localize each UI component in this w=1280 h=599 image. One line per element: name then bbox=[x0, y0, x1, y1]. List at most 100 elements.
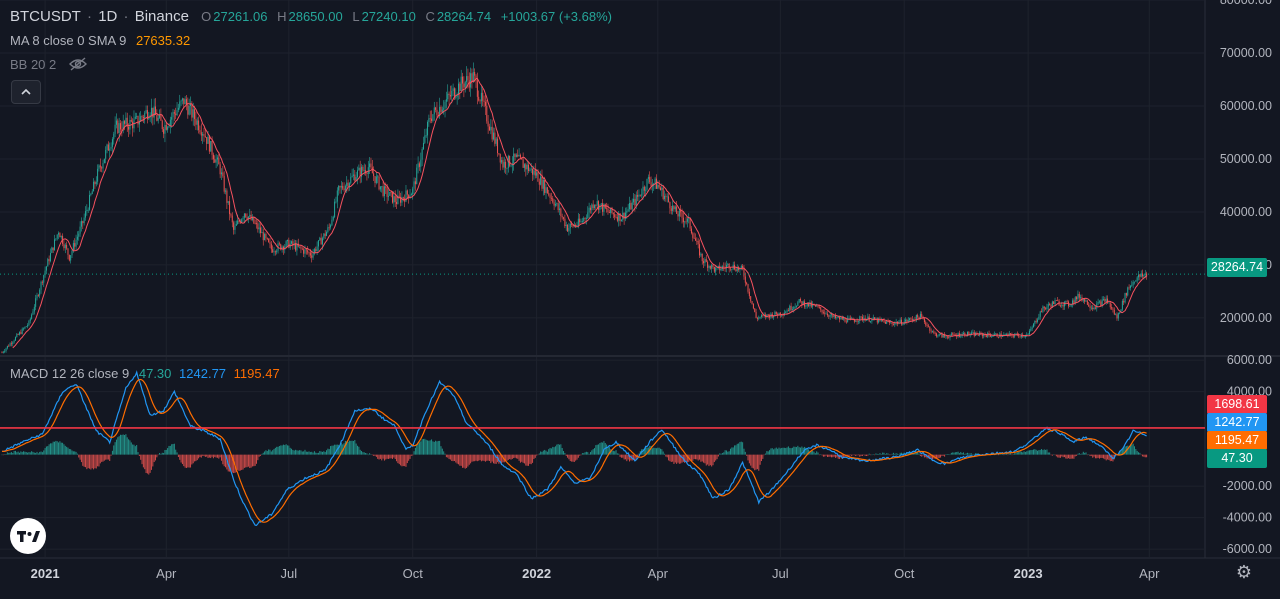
candle-body bbox=[393, 196, 395, 203]
candle-body bbox=[164, 124, 166, 134]
candle-body bbox=[233, 222, 235, 230]
candle-body bbox=[79, 226, 81, 234]
macd-histogram-bar bbox=[207, 454, 209, 459]
macd-histogram-bar bbox=[930, 454, 932, 459]
macd-histogram-bar bbox=[393, 454, 395, 458]
macd-histogram-bar bbox=[627, 454, 629, 460]
macd-histogram-bar bbox=[351, 440, 353, 455]
candle-body bbox=[416, 167, 418, 185]
candle-body bbox=[327, 227, 329, 233]
macd-histogram-bar bbox=[822, 454, 824, 457]
candle-body bbox=[334, 201, 336, 217]
macd-histogram-bar bbox=[191, 454, 193, 465]
price-pane[interactable] bbox=[0, 62, 1205, 354]
macd-histogram-bar bbox=[962, 452, 964, 455]
macd-histogram-bar bbox=[409, 454, 411, 459]
tradingview-logo-icon[interactable] bbox=[10, 518, 46, 554]
candle-body bbox=[701, 253, 703, 262]
macd-histogram-bar bbox=[247, 454, 249, 467]
candle-body bbox=[930, 330, 932, 332]
collapse-legend-button[interactable] bbox=[11, 80, 41, 104]
candle-body bbox=[890, 322, 892, 324]
macd-histogram-bar bbox=[1028, 450, 1030, 455]
macd-histogram-bar bbox=[668, 454, 670, 461]
gear-icon[interactable]: ⚙ bbox=[1235, 562, 1253, 582]
macd-histogram-bar bbox=[404, 454, 406, 467]
macd-histogram-bar bbox=[405, 454, 407, 467]
candle-body bbox=[633, 198, 635, 203]
candle-body bbox=[639, 194, 641, 196]
macd-histogram-bar bbox=[1105, 454, 1107, 461]
macd-histogram-bar bbox=[295, 449, 297, 455]
candle-body bbox=[390, 192, 392, 193]
macd-histogram-bar bbox=[1101, 454, 1103, 458]
macd-histogram-bar bbox=[1024, 451, 1026, 455]
macd-histogram-bar bbox=[810, 451, 812, 455]
macd-histogram-bar bbox=[397, 454, 399, 464]
macd-histogram-bar bbox=[183, 454, 185, 467]
candle-body bbox=[440, 106, 442, 113]
macd-histogram-bar bbox=[490, 454, 492, 464]
candle-body bbox=[964, 332, 966, 336]
macd-histogram-bar bbox=[67, 447, 69, 455]
macd-histogram-bar bbox=[583, 453, 585, 455]
eye-hidden-icon[interactable] bbox=[68, 57, 88, 74]
macd-histogram-bar bbox=[472, 454, 474, 462]
candle-body bbox=[1037, 319, 1039, 322]
macd-histogram-bar bbox=[14, 450, 16, 455]
macd-histogram-bar bbox=[534, 454, 536, 458]
candle-body bbox=[755, 311, 757, 318]
macd-histogram-bar bbox=[78, 454, 80, 458]
macd-histogram-bar bbox=[394, 454, 396, 460]
candle-body bbox=[694, 238, 696, 241]
macd-histogram-bar bbox=[1023, 451, 1025, 455]
candle-body bbox=[1030, 328, 1032, 331]
candle-body bbox=[54, 239, 56, 251]
candle-body bbox=[828, 315, 830, 317]
candle-body bbox=[185, 99, 187, 105]
macd-histogram-bar bbox=[90, 454, 92, 470]
macd-legend[interactable]: MACD 12 26 close 9 47.30 1242.77 1195.47 bbox=[10, 366, 282, 381]
candle-body bbox=[583, 217, 585, 222]
candle-body bbox=[703, 261, 705, 264]
macd-histogram-bar bbox=[557, 444, 559, 455]
candle-body bbox=[52, 247, 54, 251]
candle-body bbox=[28, 320, 30, 326]
macd-histogram-bar bbox=[878, 454, 880, 455]
symbol-name[interactable]: BTCUSDT bbox=[10, 8, 81, 25]
macd-histogram-bar bbox=[584, 452, 586, 455]
bb-legend[interactable]: BB 20 2 bbox=[10, 57, 90, 74]
candle-body bbox=[1109, 302, 1111, 308]
macd-histogram-bar bbox=[386, 454, 388, 459]
macd-histogram-bar bbox=[902, 453, 904, 455]
macd-histogram-bar bbox=[301, 451, 303, 455]
candle-body bbox=[991, 336, 993, 337]
time-axis[interactable]: 2021 Apr Jul Oct 2022 Apr Jul Oct 2023 Apr bbox=[31, 566, 1160, 581]
interval-label[interactable]: 1D bbox=[98, 8, 118, 25]
candle-body bbox=[950, 333, 952, 336]
high-label: H bbox=[277, 9, 287, 24]
macd-histogram-bar bbox=[1022, 452, 1024, 455]
high-value: 28650.00 bbox=[288, 9, 343, 24]
candle-body bbox=[965, 335, 967, 337]
candle-body bbox=[330, 225, 332, 228]
candle-body bbox=[1069, 305, 1071, 307]
macd-histogram-bar bbox=[1096, 454, 1098, 459]
macd-histogram-bar bbox=[444, 453, 446, 455]
macd-histogram-bar bbox=[328, 449, 330, 455]
candle-body bbox=[134, 116, 136, 119]
macd-histogram-bar bbox=[713, 454, 715, 463]
macd-histogram-bar bbox=[16, 452, 18, 455]
candle-body bbox=[45, 266, 47, 271]
candle-body bbox=[196, 120, 198, 125]
candle-body bbox=[554, 203, 556, 206]
candle-body bbox=[727, 263, 729, 266]
ma-legend[interactable]: MA 8 close 0 SMA 9 27635.32 bbox=[10, 33, 192, 48]
macd-histogram-bar bbox=[313, 451, 315, 455]
macd-histogram-bar bbox=[179, 454, 181, 460]
candle-body bbox=[669, 201, 671, 209]
candle-body bbox=[825, 313, 827, 315]
macd-pane[interactable] bbox=[0, 370, 1205, 527]
